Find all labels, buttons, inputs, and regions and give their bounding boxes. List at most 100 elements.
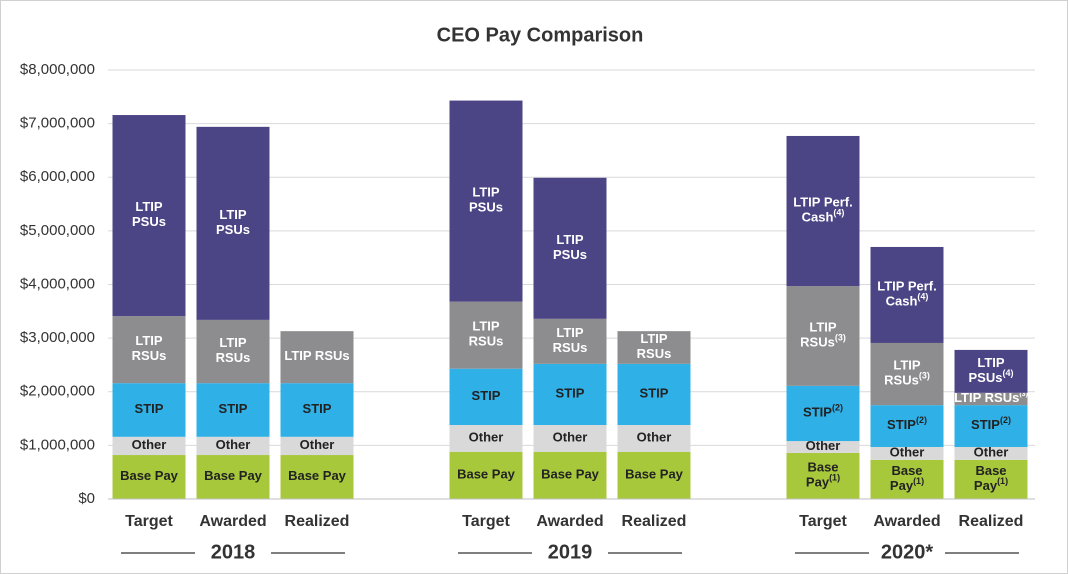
segment-label: Base Pay(1) [806,460,840,490]
group-label: 2018 [211,541,256,563]
segment-note: (2) [1000,415,1011,425]
x-tick-label: Awarded [873,513,940,530]
bar-segment [954,446,1028,460]
bar-segment [112,316,186,384]
x-tick-label: Awarded [536,513,603,530]
bar-segment [533,451,607,499]
bar-segment [449,451,523,499]
bar-segment [112,436,186,456]
bar-segment [196,383,270,437]
segment-label: Base Pay [204,468,263,483]
bar-segment [196,455,270,499]
segment-label: Base Pay [457,467,516,482]
segment-label: STIP [556,386,585,401]
segment-label: LTIP RSUs [469,319,504,349]
segment-label: STIP [219,401,248,416]
segment-label: LTIP PSUs(4) [969,355,1014,385]
bar-segment [280,455,354,499]
segment-label: LTIP RSUs [132,334,167,364]
bar-segment [786,385,860,442]
segment-note: (3) [919,371,930,381]
bar-segment [954,405,1028,447]
bar-segment [280,331,354,384]
bar-segment [449,368,523,425]
segment-note: (3) [1019,391,1028,398]
segment-note: (2) [832,403,843,413]
segment-label: LTIP RSUs(3) [800,320,846,350]
y-tick-label: $1,000,000 [20,436,95,453]
segment-note: (4) [833,208,844,218]
bar-segment [786,441,860,453]
segment-label: Other [300,437,335,452]
segment-note: (1) [997,476,1008,486]
bar-segment [870,342,944,406]
segment-label: Base Pay [120,468,179,483]
segment-label: Other [890,445,925,460]
segment-label: LTIP RSUs [637,331,672,361]
y-tick-label: $7,000,000 [20,115,95,132]
x-tick-label: Target [462,513,510,530]
segment-label: Other [216,437,251,452]
segment-label: STIP [303,401,332,416]
segment-label: LTIP RSUs [553,325,588,355]
bar-segment [617,331,691,364]
bar-segment [112,455,186,499]
bar-segment [786,135,860,287]
segment-label: STIP [640,386,669,401]
segment-label: LTIP Perf. Cash(4) [877,279,936,309]
bar-segment [870,446,944,460]
segment-label: STIP [135,401,164,416]
segment-label: STIP(2) [887,415,927,432]
bar-segment [786,286,860,386]
bar-segment [533,424,607,452]
bar-segment [280,436,354,456]
segment-note: (1) [913,476,924,486]
segment-label: Other [132,437,167,452]
segment-label: LTIP RSUs [216,335,251,365]
bar-segment [617,363,691,425]
segment-label: Base Pay(1) [974,463,1008,493]
bar-segment [617,424,691,452]
segment-note: (4) [1002,368,1013,378]
segment-label: Base Pay [288,468,347,483]
bar-segment [617,451,691,499]
segment-note: (3) [835,333,846,343]
y-tick-label: $8,000,000 [20,61,95,78]
segment-note: (2) [916,415,927,425]
bar-segment [280,383,354,437]
segment-label: Other [469,430,504,445]
bar-segment [112,115,186,317]
bar-segment [533,363,607,425]
segment-note: (1) [829,473,840,483]
y-tick-label: $4,000,000 [20,275,95,292]
bar-segment [533,177,607,319]
segment-label: LTIP PSUs [469,185,503,215]
x-tick-label: Target [125,513,173,530]
segment-label: LTIP PSUs [132,200,166,230]
bar-segment [533,318,607,364]
segment-label: LTIP PSUs [216,207,250,237]
segment-label: LTIP Perf. Cash(4) [793,195,852,225]
segment-label: LTIP RSUs(3) [954,390,1028,405]
group-label: 2020* [881,541,933,563]
bar-segment [112,383,186,437]
y-tick-label: $6,000,000 [20,168,95,185]
segment-label: Other [806,438,841,453]
segment-label: STIP(2) [803,403,843,420]
bar-segment [870,246,944,343]
segment-label: LTIP RSUs(3) [884,358,930,388]
bar-segment [196,126,270,320]
x-tick-label: Target [799,513,847,530]
y-tick-label: $3,000,000 [20,329,95,346]
segment-label: LTIP RSUs [284,349,349,364]
bar-segment [449,301,523,369]
chart-title: CEO Pay Comparison [437,24,644,46]
segment-label: STIP(2) [971,415,1011,432]
segment-label: LTIP PSUs [553,232,587,262]
bar-segment [449,100,523,302]
segment-note: (4) [917,292,928,302]
x-tick-label: Realized [622,513,687,530]
segment-label: Other [553,430,588,445]
x-tick-label: Realized [959,513,1024,530]
bar-segment [870,405,944,447]
